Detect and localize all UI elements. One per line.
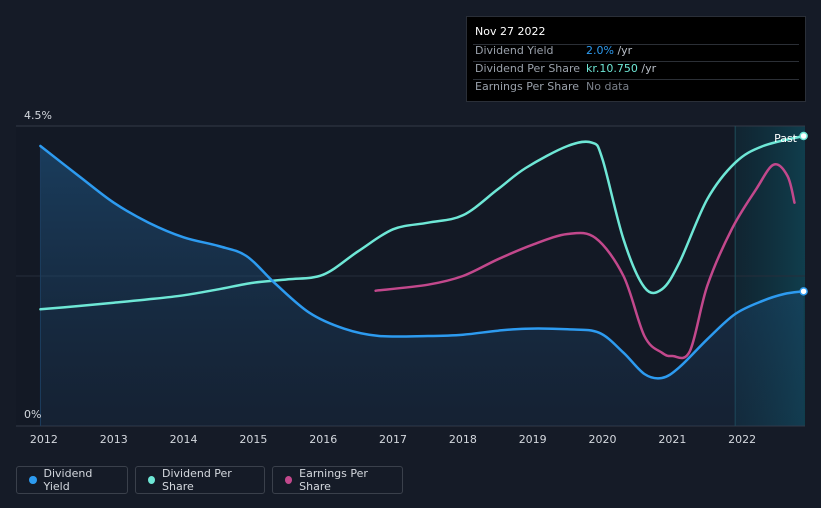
tooltip-label: Dividend Per Share [475, 62, 581, 75]
legend-label: Dividend Yield [43, 467, 93, 493]
x-tick-label: 2016 [309, 433, 337, 446]
x-tick-label: 2020 [589, 433, 617, 446]
x-tick-label: 2017 [379, 433, 407, 446]
earnings-per-share-line [374, 163, 796, 360]
dividend-per-share-line [39, 134, 805, 311]
tooltip-divider [473, 61, 799, 62]
tooltip-date: Nov 27 2022 [475, 25, 546, 38]
tooltip-label: Dividend Yield [475, 44, 554, 57]
x-tick-label: 2012 [30, 433, 58, 446]
y-tick-label-top: 4.5% [24, 109, 52, 122]
tooltip-value: 2.0% [586, 44, 614, 57]
dividend-yield-end-marker [799, 287, 808, 296]
tooltip-unit: /yr [613, 44, 633, 57]
legend-earnings-per-share[interactable]: Earnings Per Share [272, 466, 403, 494]
x-tick-label: 2013 [100, 433, 128, 446]
tooltip-label: Earnings Per Share [475, 80, 580, 93]
tooltip-divider [473, 44, 799, 45]
legend-dot [29, 476, 37, 484]
y-tick-label-bottom: 0% [24, 408, 41, 421]
tooltip-row-dividend-per-share: Dividend Per Share kr.10.750 /yr [475, 62, 656, 75]
x-tick-label: 2018 [449, 433, 477, 446]
legend-dividend-yield[interactable]: Dividend Yield [16, 466, 128, 494]
tooltip: Nov 27 2022 Dividend Yield 2.0% /yr Divid… [466, 16, 806, 102]
x-tick-label: 2019 [519, 433, 547, 446]
x-tick-label: 2021 [658, 433, 686, 446]
legend-dot [148, 476, 155, 484]
tooltip-value: No data [586, 80, 630, 93]
tooltip-unit: /yr [637, 62, 657, 75]
legend-label: Dividend Per Share [162, 467, 232, 493]
tooltip-divider [473, 79, 799, 80]
x-tick-label: 2022 [728, 433, 756, 446]
tooltip-row-earnings-per-share: Earnings Per Share No data [475, 80, 629, 93]
x-tick-label: 2014 [170, 433, 198, 446]
legend-dividend-per-share[interactable]: Dividend Per Share [135, 466, 265, 494]
dividend-yield-line [39, 144, 805, 380]
legend-dot [285, 476, 293, 484]
legend-label: Earnings Per Share [299, 467, 368, 493]
tooltip-row-dividend-yield: Dividend Yield 2.0% /yr [475, 44, 632, 57]
past-label: Past [774, 132, 798, 145]
dividend-per-share-end-marker [799, 131, 808, 141]
tooltip-value: kr.10.750 [586, 62, 638, 75]
dividend-yield-area [40, 146, 804, 426]
x-tick-label: 2015 [239, 433, 267, 446]
